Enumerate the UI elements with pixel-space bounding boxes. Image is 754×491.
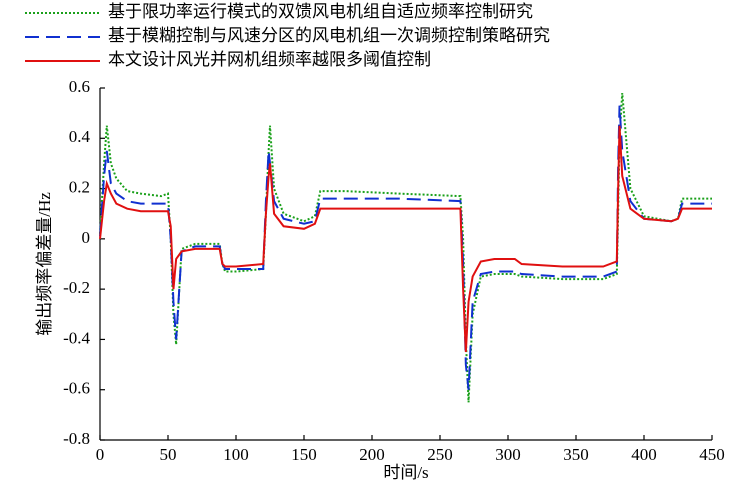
x-tick-label: 0 — [96, 445, 105, 464]
legend-label: 本文设计风光并网机组频率越限多阈值控制 — [108, 50, 431, 69]
x-tick-label: 450 — [699, 445, 725, 464]
y-tick-label: -0.2 — [63, 278, 90, 297]
x-axis-label: 时间/s — [383, 463, 428, 482]
y-tick-label: -0.4 — [63, 328, 90, 347]
y-tick-label: 0.2 — [69, 177, 90, 196]
legend-label: 基于限功率运行模式的双馈风电机组自适应频率控制研究 — [108, 2, 533, 21]
x-tick-label: 50 — [160, 445, 177, 464]
legend-label: 基于模糊控制与风速分区的风电机组一次调频控制策略研究 — [108, 26, 550, 45]
x-tick-label: 400 — [631, 445, 657, 464]
y-axis-label: 输出频率偏差量/Hz — [35, 192, 54, 336]
data-line — [99, 125, 712, 353]
x-tick-label: 250 — [427, 445, 453, 464]
y-tick-label: 0 — [82, 228, 91, 247]
x-tick-label: 100 — [223, 445, 249, 464]
x-tick-label: 150 — [291, 445, 317, 464]
x-tick-label: 300 — [495, 445, 521, 464]
y-tick-label: -0.8 — [63, 429, 90, 448]
y-tick-label: 0.4 — [69, 127, 91, 146]
x-tick-label: 350 — [563, 445, 589, 464]
y-tick-label: -0.6 — [63, 379, 90, 398]
x-tick-label: 200 — [359, 445, 385, 464]
y-tick-label: 0.6 — [69, 77, 90, 96]
